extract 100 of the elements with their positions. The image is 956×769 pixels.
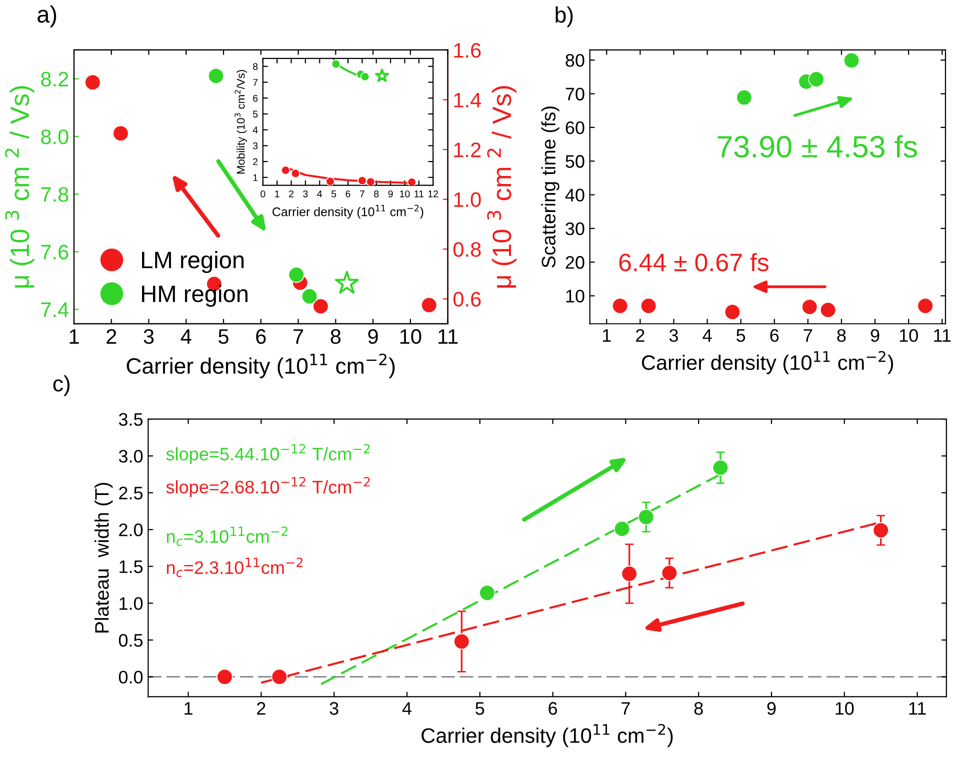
y-axis-title: Mobility (10$^{3}$ cm$^{2}$/Vs) xyxy=(234,70,247,174)
point xyxy=(334,270,359,294)
y-tick-label: 80 xyxy=(566,54,584,67)
y-tick-label: 50 xyxy=(566,155,584,168)
y-tick-label: 2 xyxy=(253,158,258,166)
x-tick-label: 11 xyxy=(414,190,424,198)
y2-tick-label: 1.6 xyxy=(454,42,481,58)
point xyxy=(640,298,657,314)
point xyxy=(614,520,630,537)
y2-tick-label: 0.6 xyxy=(453,292,481,307)
y2-tick-label: 1.0 xyxy=(454,192,481,208)
x-tick-label: 5 xyxy=(736,329,746,342)
point xyxy=(366,177,376,186)
point xyxy=(271,668,288,685)
point xyxy=(288,266,304,283)
x-tick-label: 4 xyxy=(180,329,192,344)
x-axis-title: Carrier density (10$^{11}$ cm$^{−2}$) xyxy=(126,354,395,378)
y-tick-label: 30 xyxy=(566,222,584,236)
annotation: n$_{c}$=3.10$^{11}$cm$^{−2}$ xyxy=(166,526,288,546)
y-tick-label: 8.2 xyxy=(41,72,68,87)
x-tick-label: 10 xyxy=(400,190,410,198)
point xyxy=(375,68,390,82)
x-axis-title: Carrier density (10$^{11}$ cm$^{−2}$) xyxy=(642,350,894,374)
y-tick-label: 6 xyxy=(253,94,258,102)
x-tick-label: 1 xyxy=(70,329,79,344)
y-axis-title: Scattering time (fs) xyxy=(541,106,560,268)
y2-tick-label: 0.8 xyxy=(453,242,481,257)
x-tick-label: 1 xyxy=(275,190,280,198)
x-tick-label: 7 xyxy=(804,329,812,342)
point xyxy=(736,89,752,106)
point xyxy=(84,74,101,90)
x-tick-label: 6 xyxy=(346,190,350,198)
point xyxy=(872,522,889,538)
point xyxy=(612,298,628,314)
x-tick-label: 3 xyxy=(669,329,678,342)
chart-title: b) xyxy=(556,6,573,28)
x-tick-label: 11 xyxy=(438,329,458,344)
x-tick-label: 3 xyxy=(303,190,308,198)
annotation: 6.44 ± 0.67 fs xyxy=(619,252,768,272)
annotation: slope=5.44.10$^{−12}$ T/cm$^{−2}$ xyxy=(166,444,370,464)
point xyxy=(638,508,654,526)
x-tick-label: 9 xyxy=(388,190,393,198)
y-tick-label: 7.6 xyxy=(41,244,68,260)
y2-axis-title: μ (10 $^{3}$ cm $^{2}$ / Vs) xyxy=(487,86,516,288)
point xyxy=(712,460,729,476)
x-tick-label: 8 xyxy=(374,190,379,198)
y-tick-label: 3 xyxy=(253,142,258,150)
y-tick-label: 7.4 xyxy=(41,302,69,317)
y-tick-label: 1.0 xyxy=(120,597,143,610)
point xyxy=(724,304,740,320)
y-tick-label: 20 xyxy=(566,256,584,269)
x-tick-label: 2 xyxy=(636,329,644,342)
point xyxy=(216,668,233,685)
annotation: slope=2.68.10$^{−12}$ T/cm$^{−2}$ xyxy=(166,477,370,498)
x-tick-label: 1 xyxy=(184,702,192,715)
x-tick-label: 7 xyxy=(360,190,364,198)
x-tick-label: 6 xyxy=(548,702,558,715)
x-tick-label: 9 xyxy=(767,702,776,715)
point xyxy=(802,298,818,315)
point xyxy=(479,584,496,601)
y-tick-label: 60 xyxy=(566,121,584,134)
x-tick-label: 2 xyxy=(289,190,294,198)
x-tick-label: 12 xyxy=(428,190,438,198)
x-tick-label: 10 xyxy=(836,702,854,715)
y-tick-label: 8.0 xyxy=(41,129,68,144)
x-tick-label: 4 xyxy=(402,702,412,715)
x-tick-label: 10 xyxy=(900,329,918,342)
point xyxy=(281,166,290,175)
y-tick-label: 1.5 xyxy=(120,560,143,574)
x-tick-label: 1 xyxy=(602,329,611,342)
y2-tick-label: 1.2 xyxy=(454,142,481,158)
y-tick-label: 3.0 xyxy=(118,450,143,463)
y2-tick-label: 1.4 xyxy=(454,92,482,108)
point xyxy=(421,297,438,314)
y-tick-label: 4 xyxy=(252,126,258,134)
x-tick-label: 11 xyxy=(909,702,926,715)
x-tick-label: 7 xyxy=(622,702,630,715)
x-tick-label: 3 xyxy=(144,329,154,344)
point xyxy=(820,302,836,318)
x-tick-label: 2 xyxy=(106,329,116,344)
y-axis-title: μ (10 $^{3}$ cm $^{2}$ / Vs) xyxy=(5,86,34,288)
y-tick-label: 7 xyxy=(253,79,258,86)
point xyxy=(290,168,300,178)
y-tick-label: 0.0 xyxy=(118,670,143,684)
annotation: 73.90 ± 4.53 fs xyxy=(718,135,917,158)
annotation: n$_{c}$=2.3.10$^{11}$cm$^{−2}$ xyxy=(166,558,302,577)
x-tick-label: 8 xyxy=(837,329,846,342)
x-tick-label: 9 xyxy=(368,329,378,344)
y-tick-label: 1 xyxy=(253,174,258,181)
x-tick-label: 6 xyxy=(770,329,779,342)
point xyxy=(917,298,934,314)
x-tick-label: 10 xyxy=(400,329,422,344)
y-tick-label: 70 xyxy=(566,88,584,100)
point xyxy=(808,71,824,88)
point xyxy=(358,176,367,186)
y-tick-label: 2.0 xyxy=(119,523,143,536)
point xyxy=(112,125,129,142)
point xyxy=(621,566,638,582)
x-axis-title: Carrier density (10$^{11}$ cm$^{−2}$) xyxy=(422,724,673,748)
y-tick-label: 3.5 xyxy=(118,413,143,426)
